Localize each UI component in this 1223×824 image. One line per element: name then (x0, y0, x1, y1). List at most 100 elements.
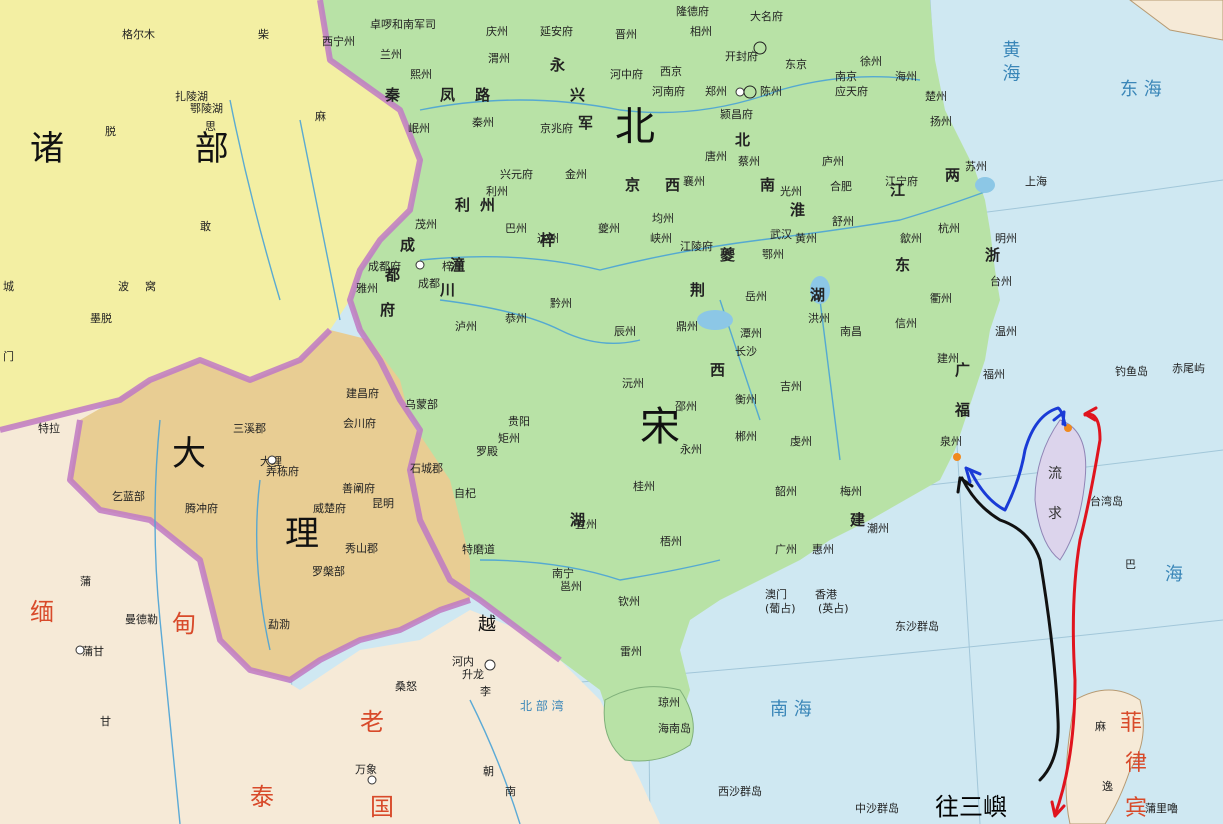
place-label: 洪州 (808, 311, 830, 325)
place-label: 钓鱼岛 (1115, 364, 1148, 378)
dali-land (70, 330, 470, 680)
place-label: 罗殿 (476, 445, 498, 458)
place-label: 升龙 (462, 668, 484, 681)
place-label: 自杞 (454, 486, 476, 500)
place-label: 江陵府 (680, 239, 713, 253)
route-blue (968, 406, 1067, 512)
lu-label: 路 (475, 86, 491, 104)
place-label: 蒲 (80, 574, 91, 588)
place-label: 成都 (418, 277, 440, 290)
place-label: 熙州 (410, 68, 432, 81)
lu-label: 凤 (440, 86, 455, 104)
lu-label: 都 (384, 266, 400, 284)
lu-label: 利 (455, 196, 470, 214)
place-label: 郴州 (735, 429, 757, 443)
place-label: 巴州 (505, 222, 527, 235)
lu-label: 西 (710, 361, 725, 379)
lu-label: 荆 (690, 281, 705, 299)
place-label: 利州 (486, 185, 508, 198)
place-label: 曼德勒 (125, 612, 158, 626)
place-label: 兰州 (380, 48, 402, 61)
place-label: 成都府 (368, 259, 401, 273)
place-label: 南京 (835, 69, 857, 83)
city-dot (735, 87, 745, 97)
place-label: 达州 (537, 232, 559, 245)
place-label: 琼州 (658, 695, 680, 709)
place-label: 扬州 (930, 114, 952, 128)
region-lao: 老 (360, 708, 384, 736)
poyang-lake (810, 276, 830, 304)
place-label: 邵州 (675, 400, 697, 413)
place-label: 东京 (785, 57, 807, 71)
place-label: 庐州 (822, 154, 844, 168)
place-label: 吉州 (780, 380, 802, 393)
place-label: 南 (505, 785, 516, 798)
place-label: 澳门 (765, 587, 787, 601)
lu-label: 梓 (540, 231, 555, 249)
place-label: 永州 (680, 442, 702, 456)
place-label: 苏州 (965, 160, 987, 173)
place-label: 波 (118, 280, 129, 293)
route-black (960, 476, 1060, 782)
quanzhou-port-marker (953, 453, 961, 461)
lu-label: 广 (955, 361, 970, 379)
place-label: 开封府 (725, 49, 758, 63)
hainan-island (603, 686, 694, 762)
place-label: 郑州 (705, 84, 727, 98)
place-label: 蒲甘 (82, 644, 104, 658)
lu-label: 北 (735, 131, 750, 149)
dongting-lake (697, 310, 733, 330)
place-label: 相州 (690, 25, 712, 38)
route-red-arrow (1050, 406, 1098, 818)
lu-label: 成 (400, 236, 415, 254)
place-label: 西京 (660, 64, 682, 78)
place-label: 河南府 (652, 84, 685, 98)
tibet-land (0, 0, 420, 430)
taiwan-island (1034, 419, 1087, 561)
city-dot (484, 659, 496, 671)
place-label: 沅州 (622, 377, 644, 390)
place-label: 特拉 (38, 421, 60, 435)
place-label: 京兆府 (540, 121, 573, 135)
place-label: 楚州 (925, 89, 947, 103)
place-label: 惠州 (812, 542, 834, 556)
foreign-region-labels: 缅 甸 老 泰 国 菲 律 宾 (30, 598, 1147, 821)
place-label: 柴 (258, 27, 269, 41)
place-label: 昆明 (372, 497, 394, 510)
place-label: 中沙群岛 (855, 801, 899, 815)
place-label: 梧州 (660, 534, 682, 548)
place-label: 光州 (780, 184, 802, 198)
lu-label: 秦 (384, 86, 401, 104)
city-dots (75, 87, 745, 785)
place-label: 唐州 (705, 149, 727, 163)
circled-marker (753, 41, 767, 55)
city-dot (367, 775, 377, 785)
place-label: 辰州 (614, 325, 636, 338)
place-label: 应天府 (835, 84, 868, 98)
lu-label: 浙 (985, 246, 1000, 264)
lu-label: 兴 (570, 86, 585, 104)
place-label: 特磨道 (462, 542, 495, 556)
lu-label: 东 (895, 256, 910, 274)
place-label: 黔州 (550, 296, 572, 310)
place-label: 衢州 (930, 292, 952, 305)
place-label: 河中府 (610, 67, 643, 81)
place-label: 逸 (1102, 780, 1113, 793)
region-dian: 甸 (172, 610, 196, 638)
place-label: 南昌 (840, 325, 862, 338)
sea-routes (956, 406, 1102, 818)
taihu-lake (975, 177, 995, 193)
lu-label: 永 (549, 56, 566, 74)
place-label: 鄂州 (762, 248, 784, 261)
place-label: 海州 (895, 69, 917, 83)
place-label: 陈州 (760, 84, 782, 98)
place-label: 潮州 (867, 521, 889, 535)
place-label: 建昌府 (346, 386, 379, 400)
place-label: 鄂陵湖 (190, 102, 223, 115)
lu-label: 湖 (810, 286, 825, 304)
place-label: 舒州 (832, 214, 854, 228)
region-zhubu: 诸 部 (30, 129, 289, 169)
place-label: 合肥 (830, 179, 852, 193)
place-label: 夔州 (598, 221, 620, 235)
sea-beibuwan: 北 部 湾 (520, 698, 564, 713)
